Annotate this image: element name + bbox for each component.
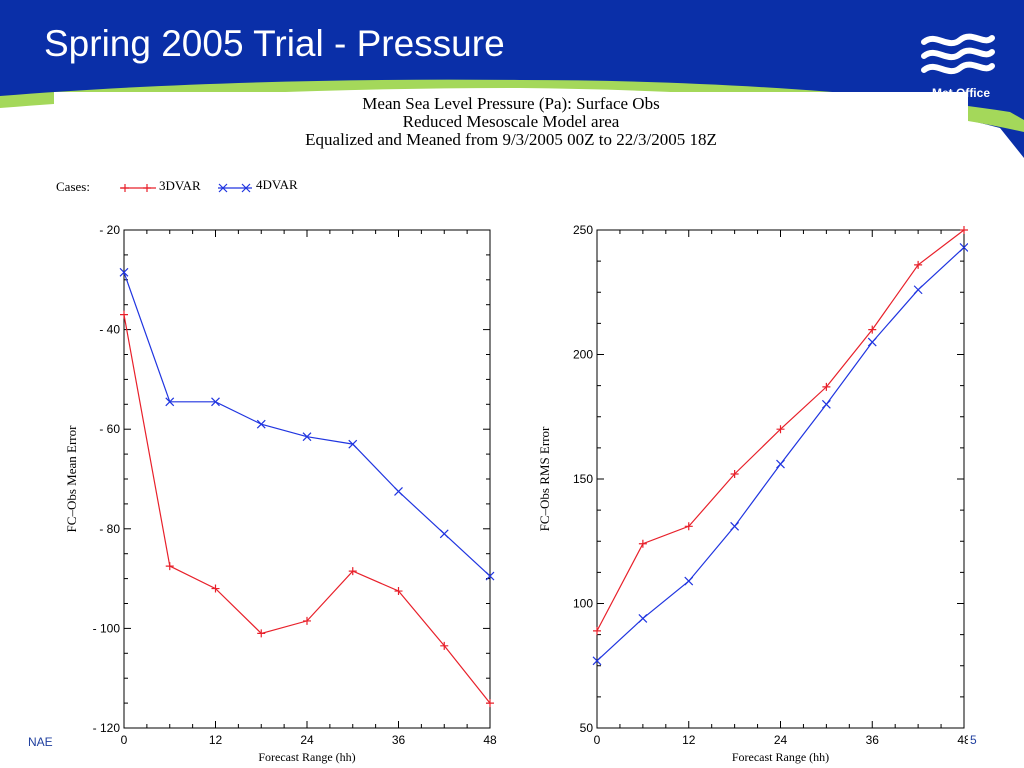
data-point-3dvar [303, 616, 311, 625]
x-tick-label: 48 [483, 733, 497, 747]
x-tick-label: 0 [121, 733, 128, 747]
x-axis-label: Forecast Range (hh) [732, 750, 829, 764]
plot-frame [123, 229, 491, 729]
data-point-3dvar [165, 562, 174, 571]
figure-title-line-1: Mean Sea Level Pressure (Pa): Surface Ob… [362, 94, 660, 113]
data-point-4dvar [684, 576, 694, 586]
data-point-3dvar [730, 470, 739, 479]
data-point-3dvar [868, 325, 877, 334]
data-point-4dvar [119, 267, 129, 277]
y-tick-label: 250 [573, 223, 593, 237]
x-tick-label: 48 [957, 733, 968, 747]
y-tick-label: - 20 [99, 223, 120, 237]
series-layer [592, 226, 968, 666]
x-tick-label: 36 [392, 733, 406, 747]
legend-4dvar-label: 4DVAR [256, 177, 298, 192]
data-point-4dvar [165, 397, 175, 407]
data-point-3dvar [776, 425, 785, 434]
y-tick-label: 150 [573, 472, 593, 486]
x-tick-label: 24 [300, 733, 314, 747]
y-axis-label: FC–Obs RMS Error [537, 426, 552, 531]
y-tick-label: - 40 [99, 323, 120, 337]
figure-title-line-3: Equalized and Meaned from 9/3/2005 00Z t… [305, 130, 717, 149]
data-point-4dvar [592, 656, 602, 666]
data-point-4dvar [439, 529, 449, 539]
x-tick-label: 24 [774, 733, 788, 747]
chart-mean-error: - 20 - 40 - 60 - 80 - 100 - 120 0 12 24 36 48 For… [64, 223, 497, 764]
y-tick-label: - 100 [93, 621, 121, 635]
logo-wave-1 [921, 33, 995, 47]
data-point-3dvar [394, 587, 403, 596]
y-tick-label: - 80 [99, 522, 120, 536]
data-point-4dvar [638, 614, 648, 623]
logo-wave-3 [921, 61, 995, 75]
x-tick-label: 12 [682, 733, 696, 747]
legend-3dvar-marker [121, 184, 151, 192]
x-tick-label: 0 [594, 733, 601, 747]
y-tick-label: - 120 [93, 721, 121, 735]
figure-panel: Mean Sea Level Pressure (Pa): Surface Ob… [54, 92, 968, 768]
tick-marks [596, 229, 965, 729]
y-tick-labels: 250 200 150 100 50 [573, 223, 593, 735]
y-axis-label: FC–Obs Mean Error [64, 425, 79, 533]
legend-3dvar-label: 3DVAR [159, 178, 201, 193]
footer-label: NAE [28, 735, 53, 749]
data-point-3dvar [914, 260, 923, 269]
y-tick-label: 50 [580, 721, 594, 735]
data-point-4dvar [867, 337, 877, 347]
data-point-3dvar [684, 522, 693, 531]
x-tick-labels: 0 12 24 36 48 [594, 733, 968, 747]
x-tick-labels: 0 12 24 36 48 [121, 733, 497, 747]
data-point-4dvar [913, 285, 923, 295]
data-point-4dvar [485, 571, 495, 581]
data-point-4dvar [302, 432, 312, 442]
slide-title: Spring 2005 Trial - Pressure [44, 23, 505, 64]
x-tick-label: 36 [866, 733, 880, 747]
y-tick-label: 100 [573, 597, 593, 611]
data-point-4dvar [348, 439, 358, 449]
data-point-3dvar [211, 584, 220, 593]
y-tick-label: 200 [573, 348, 593, 362]
chart-rms-error: 250 200 150 100 50 0 12 24 36 48 Forecast Range … [537, 223, 968, 764]
legend-label: Cases: [56, 179, 90, 194]
data-point-3dvar [822, 382, 831, 391]
data-point-4dvar [394, 487, 403, 496]
figure-svg: Cases: 3DVAR 4DVAR - 20 - 40 - 60 - 80 - 100… [56, 177, 968, 764]
legend-4dvar-marker [218, 183, 251, 193]
data-point-3dvar [120, 310, 128, 319]
data-point-3dvar [638, 539, 647, 548]
figure-title-line-2: Reduced Mesoscale Model area [402, 112, 620, 131]
tick-marks [123, 229, 491, 729]
data-point-3dvar [593, 626, 601, 635]
plot-frame [596, 229, 965, 729]
data-point-3dvar [960, 226, 968, 234]
data-point-4dvar [730, 521, 740, 531]
x-tick-label: 12 [209, 733, 223, 747]
data-point-4dvar [776, 459, 785, 469]
y-tick-label: - 60 [99, 422, 120, 436]
y-tick-labels: - 20 - 40 - 60 - 80 - 100 - 120 [93, 223, 121, 735]
data-point-4dvar [211, 397, 220, 407]
data-point-3dvar [257, 629, 266, 638]
data-point-3dvar [440, 641, 449, 650]
x-axis-label: Forecast Range (hh) [258, 750, 355, 764]
series-layer [119, 267, 495, 708]
series-line-3dvar [123, 314, 491, 704]
data-point-4dvar [959, 243, 968, 252]
series-line-4dvar [123, 272, 491, 577]
logo-wave-2 [921, 47, 995, 61]
data-point-4dvar [256, 419, 266, 429]
met-office-waves-icon [921, 33, 995, 75]
page-number: 5 [970, 733, 977, 747]
legend: Cases: 3DVAR 4DVAR [56, 177, 298, 194]
series-line-4dvar [596, 246, 965, 662]
data-point-4dvar [821, 399, 831, 409]
data-point-3dvar [486, 699, 494, 708]
data-point-3dvar [348, 567, 357, 576]
banner-blue [0, 0, 1024, 158]
